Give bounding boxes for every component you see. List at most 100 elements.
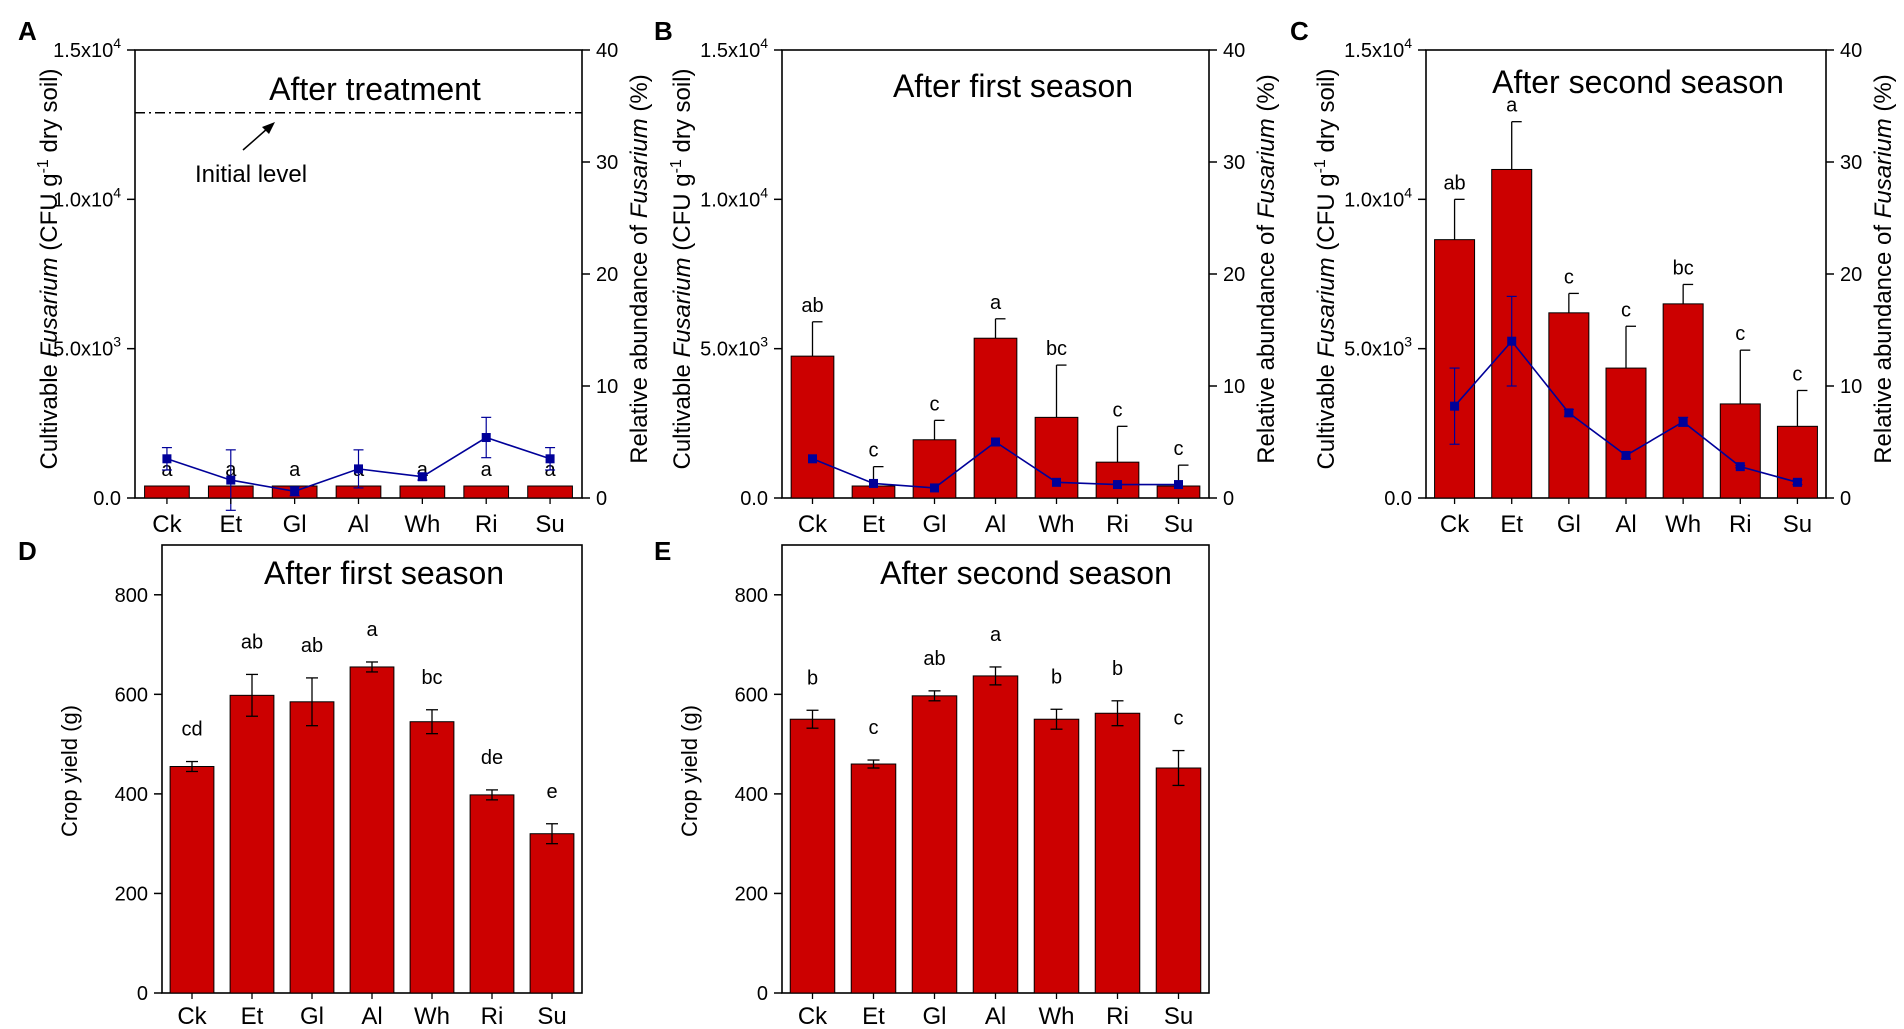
left-axis-title: Crop yield (g) xyxy=(677,705,702,837)
sig-label: cd xyxy=(181,719,202,741)
x-tick-label: Su xyxy=(537,1003,566,1029)
bar-Al xyxy=(1605,367,1647,499)
right-tick-label: 30 xyxy=(1223,152,1245,174)
right-tick-label: 40 xyxy=(1223,40,1245,62)
bar-Gl xyxy=(911,695,958,994)
point-Et xyxy=(869,478,878,488)
bar-Su xyxy=(527,485,573,499)
panel-letter: A xyxy=(18,16,37,46)
right-tick-label: 10 xyxy=(1840,376,1862,398)
sig-label: c xyxy=(930,393,940,415)
bar-Wh xyxy=(1662,303,1704,499)
sig-label: a xyxy=(366,619,378,641)
sig-label: a xyxy=(481,459,493,481)
right-axis-title: Relative abundance of Fusarium (%) xyxy=(1253,74,1280,464)
x-tick-label: Su xyxy=(1164,1003,1193,1029)
x-tick-label: Wh xyxy=(404,511,440,538)
point-Su xyxy=(1792,477,1802,487)
point-Su xyxy=(1174,480,1183,490)
sig-label: c xyxy=(1792,363,1802,385)
left-tick-label: 5.0x103 xyxy=(53,334,121,361)
x-tick-label: Al xyxy=(1615,511,1636,538)
sig-label: bc xyxy=(1046,338,1067,360)
point-Ri xyxy=(1113,480,1122,490)
left-tick-label: 0 xyxy=(757,983,768,1005)
right-tick-label: 0 xyxy=(596,488,607,510)
sig-label: e xyxy=(546,781,557,803)
left-tick-label: 400 xyxy=(735,784,768,806)
sig-label: a xyxy=(289,459,301,481)
x-tick-label: Su xyxy=(1164,511,1193,538)
x-tick-label: Ck xyxy=(1440,511,1470,538)
left-tick-label: 0 xyxy=(137,983,148,1005)
panel-title: After second season xyxy=(880,555,1172,591)
left-tick-label: 400 xyxy=(115,784,148,806)
point-Gl xyxy=(290,486,300,496)
sig-label: b xyxy=(1051,666,1062,688)
sig-label: bc xyxy=(1673,257,1694,279)
bar-Gl xyxy=(289,701,335,994)
x-tick-label: Al xyxy=(348,511,369,538)
bar-Al xyxy=(972,675,1019,994)
right-tick-label: 30 xyxy=(596,152,618,174)
right-tick-label: 0 xyxy=(1223,488,1234,510)
panel-title: After treatment xyxy=(269,71,481,107)
right-tick-label: 10 xyxy=(1223,376,1245,398)
sig-label: c xyxy=(1113,399,1123,421)
arrow-shaft xyxy=(242,127,269,151)
point-Et xyxy=(226,475,236,485)
x-tick-label: Gl xyxy=(923,511,947,538)
x-tick-label: Ri xyxy=(1729,511,1752,538)
left-axis-title: Cultivable Fusarium (CFU g-1 dry soil) xyxy=(35,68,63,469)
right-tick-label: 20 xyxy=(1840,264,1862,286)
bar-Ri xyxy=(1719,403,1761,499)
point-Wh xyxy=(1678,417,1688,427)
x-tick-label: Et xyxy=(862,1003,885,1029)
sig-label: c xyxy=(1174,438,1184,460)
x-tick-label: Wh xyxy=(1039,511,1075,538)
left-tick-label: 1.0x104 xyxy=(53,184,121,211)
left-axis-title: Crop yield (g) xyxy=(57,705,82,837)
x-tick-label: Al xyxy=(361,1003,382,1029)
bar-Ri xyxy=(463,485,510,499)
left-tick-label: 600 xyxy=(115,684,148,706)
bar-Et xyxy=(850,763,897,994)
x-tick-label: Wh xyxy=(1039,1003,1075,1029)
point-Ck xyxy=(162,454,172,464)
x-tick-label: Et xyxy=(862,511,885,538)
point-Ck xyxy=(1450,401,1460,411)
point-Gl xyxy=(930,483,939,493)
sig-label: de xyxy=(481,747,503,769)
panel-A: A After treatment 0.0 5.0x103 1.0x104 1.5x104… xyxy=(18,16,653,538)
panel-letter: E xyxy=(654,536,671,566)
bar-Su xyxy=(529,833,575,994)
sig-label: ab xyxy=(241,631,263,653)
x-tick-label: Al xyxy=(985,1003,1006,1029)
panel-title: After first season xyxy=(264,555,504,591)
x-tick-label: Wh xyxy=(1665,511,1701,538)
sig-label: c xyxy=(869,717,879,739)
sig-label: ab xyxy=(301,635,323,657)
left-tick-label: 5.0x103 xyxy=(700,334,768,361)
right-tick-label: 20 xyxy=(1223,264,1245,286)
bar-Ri xyxy=(1094,712,1141,994)
sig-label: bc xyxy=(421,667,442,689)
sig-label: b xyxy=(807,667,818,689)
sig-label: ab xyxy=(923,648,945,670)
sig-label: ab xyxy=(801,295,823,317)
left-tick-label: 200 xyxy=(735,883,768,905)
panel-letter: C xyxy=(1290,16,1309,46)
right-tick-label: 40 xyxy=(596,40,618,62)
left-tick-label: 800 xyxy=(115,585,148,607)
x-tick-label: Al xyxy=(985,511,1006,538)
left-tick-label: 1.0x104 xyxy=(1344,184,1412,211)
right-tick-label: 40 xyxy=(1840,40,1862,62)
bar-Et xyxy=(229,694,275,994)
left-tick-label: 0.0 xyxy=(93,488,121,510)
left-axis-title: Cultivable Fusarium (CFU g-1 dry soil) xyxy=(1312,68,1340,469)
bar-Al xyxy=(973,337,1018,499)
bar-Ri xyxy=(469,794,515,994)
sig-label: a xyxy=(990,624,1002,646)
x-tick-label: Su xyxy=(1783,511,1812,538)
